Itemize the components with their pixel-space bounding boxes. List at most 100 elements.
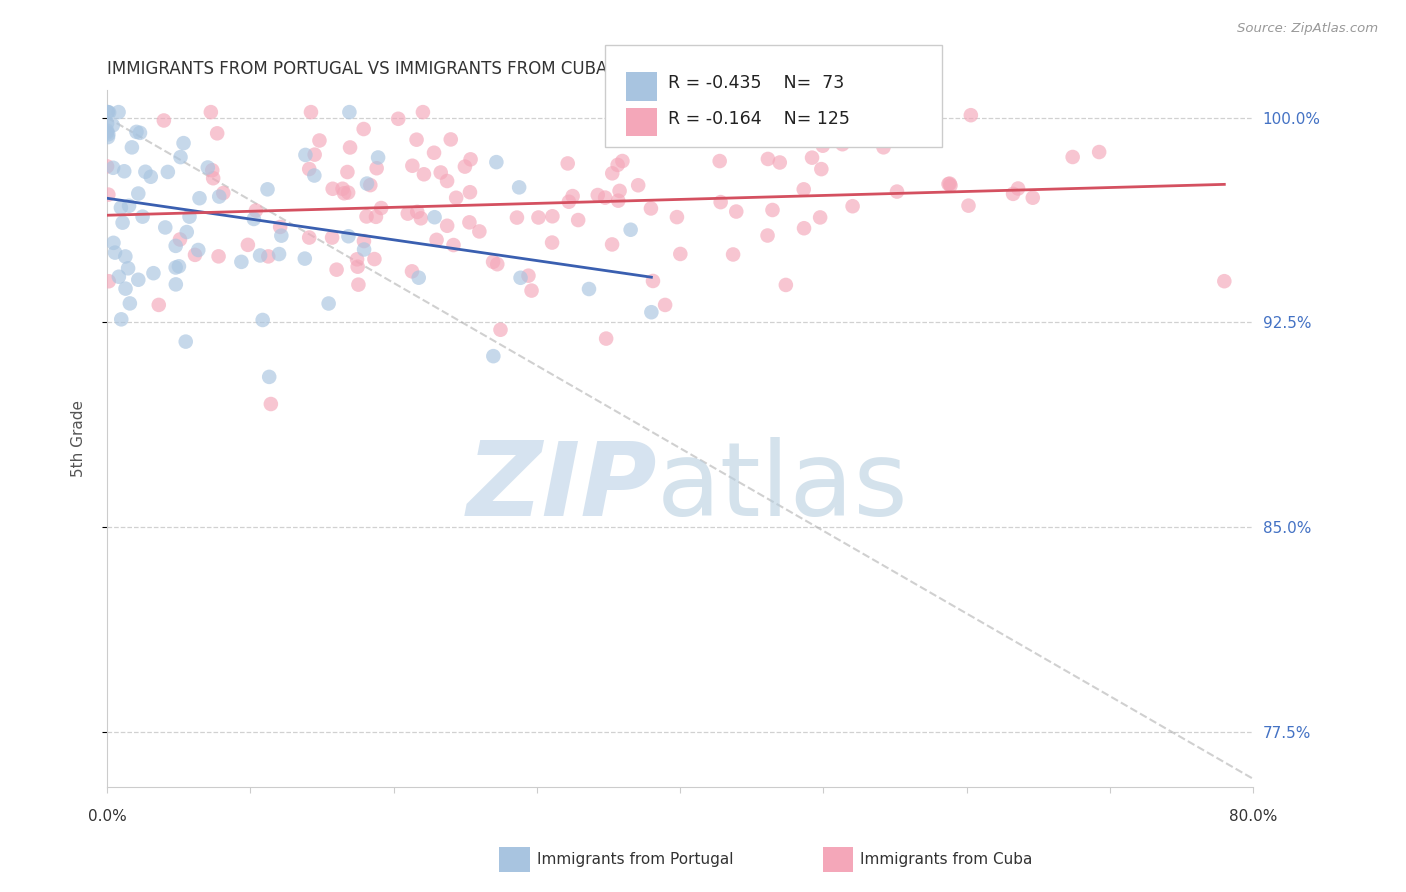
Point — [167, 260, 190, 274]
Point — [793, 182, 815, 196]
Point — [299, 105, 322, 120]
Text: 80.0%: 80.0% — [1229, 809, 1277, 824]
Point — [775, 277, 797, 292]
Point — [458, 215, 481, 229]
Point — [298, 161, 321, 176]
Point — [1007, 181, 1029, 195]
Point — [318, 296, 340, 310]
Point — [886, 185, 908, 199]
Point — [509, 270, 531, 285]
Point — [460, 153, 482, 167]
Point — [401, 264, 423, 278]
Point — [155, 220, 177, 235]
Point — [165, 260, 187, 275]
Point — [406, 205, 429, 219]
Point — [1022, 191, 1045, 205]
Text: IMMIGRANTS FROM PORTUGAL VS IMMIGRANTS FROM CUBA 5TH GRADE CORRELATION CHART: IMMIGRANTS FROM PORTUGAL VS IMMIGRANTS F… — [107, 60, 894, 78]
Point — [231, 255, 253, 269]
Point — [346, 252, 368, 267]
Point — [294, 148, 316, 162]
Point — [103, 235, 125, 250]
Point — [808, 211, 831, 225]
Text: Source: ZipAtlas.com: Source: ZipAtlas.com — [1237, 22, 1378, 36]
Point — [207, 249, 229, 263]
Point — [506, 211, 529, 225]
Point — [353, 122, 375, 136]
Point — [363, 252, 385, 266]
Point — [1213, 274, 1236, 288]
Point — [267, 247, 290, 261]
Text: Immigrants from Cuba: Immigrants from Cuba — [860, 853, 1033, 867]
Point — [97, 128, 120, 142]
Point — [243, 211, 266, 226]
Point — [1002, 186, 1025, 201]
Point — [593, 191, 616, 205]
Point — [139, 169, 162, 184]
Point — [725, 204, 748, 219]
Point — [131, 210, 153, 224]
Point — [482, 349, 505, 363]
Point — [557, 156, 579, 170]
Point — [208, 189, 231, 203]
Point — [756, 228, 779, 243]
Point — [114, 282, 136, 296]
Point — [356, 210, 378, 224]
Point — [654, 298, 676, 312]
Text: R = -0.435    N=  73: R = -0.435 N= 73 — [668, 74, 844, 92]
Point — [405, 133, 427, 147]
Point — [108, 269, 131, 284]
Point — [269, 219, 291, 234]
Point — [709, 154, 731, 169]
Point — [486, 257, 509, 271]
Point — [641, 274, 664, 288]
Point — [333, 186, 356, 201]
Point — [364, 210, 387, 224]
Point — [793, 221, 815, 235]
Point — [412, 105, 434, 120]
Point — [96, 160, 118, 174]
Text: ZIP: ZIP — [467, 437, 657, 538]
Point — [321, 230, 343, 244]
Point — [188, 191, 211, 205]
Point — [339, 105, 361, 120]
Point — [938, 177, 960, 191]
Point — [627, 178, 650, 193]
Point — [96, 116, 118, 130]
Point — [101, 118, 124, 132]
Point — [607, 194, 630, 208]
Point — [353, 243, 375, 257]
Point — [810, 162, 832, 177]
Y-axis label: 5th Grade: 5th Grade — [72, 401, 86, 477]
Text: Immigrants from Portugal: Immigrants from Portugal — [537, 853, 734, 867]
Point — [401, 159, 423, 173]
Point — [201, 163, 224, 178]
Point — [252, 313, 274, 327]
Point — [165, 277, 187, 292]
Point — [117, 261, 139, 276]
Text: atlas: atlas — [657, 437, 908, 538]
Point — [444, 191, 467, 205]
Point — [724, 105, 747, 120]
Point — [205, 126, 228, 140]
Point — [710, 195, 733, 210]
Point — [520, 284, 543, 298]
Point — [541, 209, 564, 223]
Point — [841, 199, 863, 213]
Point — [485, 155, 508, 169]
Point — [939, 178, 962, 193]
Point — [769, 155, 792, 169]
Point — [118, 199, 141, 213]
Point — [609, 184, 631, 198]
Point — [96, 105, 118, 120]
Point — [294, 252, 316, 266]
Point — [396, 206, 419, 220]
Point — [801, 151, 824, 165]
Point — [184, 248, 207, 262]
Point — [640, 305, 662, 319]
Point — [97, 130, 120, 145]
Point — [413, 167, 436, 181]
Point — [325, 262, 347, 277]
Point — [600, 237, 623, 252]
Point — [721, 247, 744, 261]
Point — [96, 126, 118, 140]
